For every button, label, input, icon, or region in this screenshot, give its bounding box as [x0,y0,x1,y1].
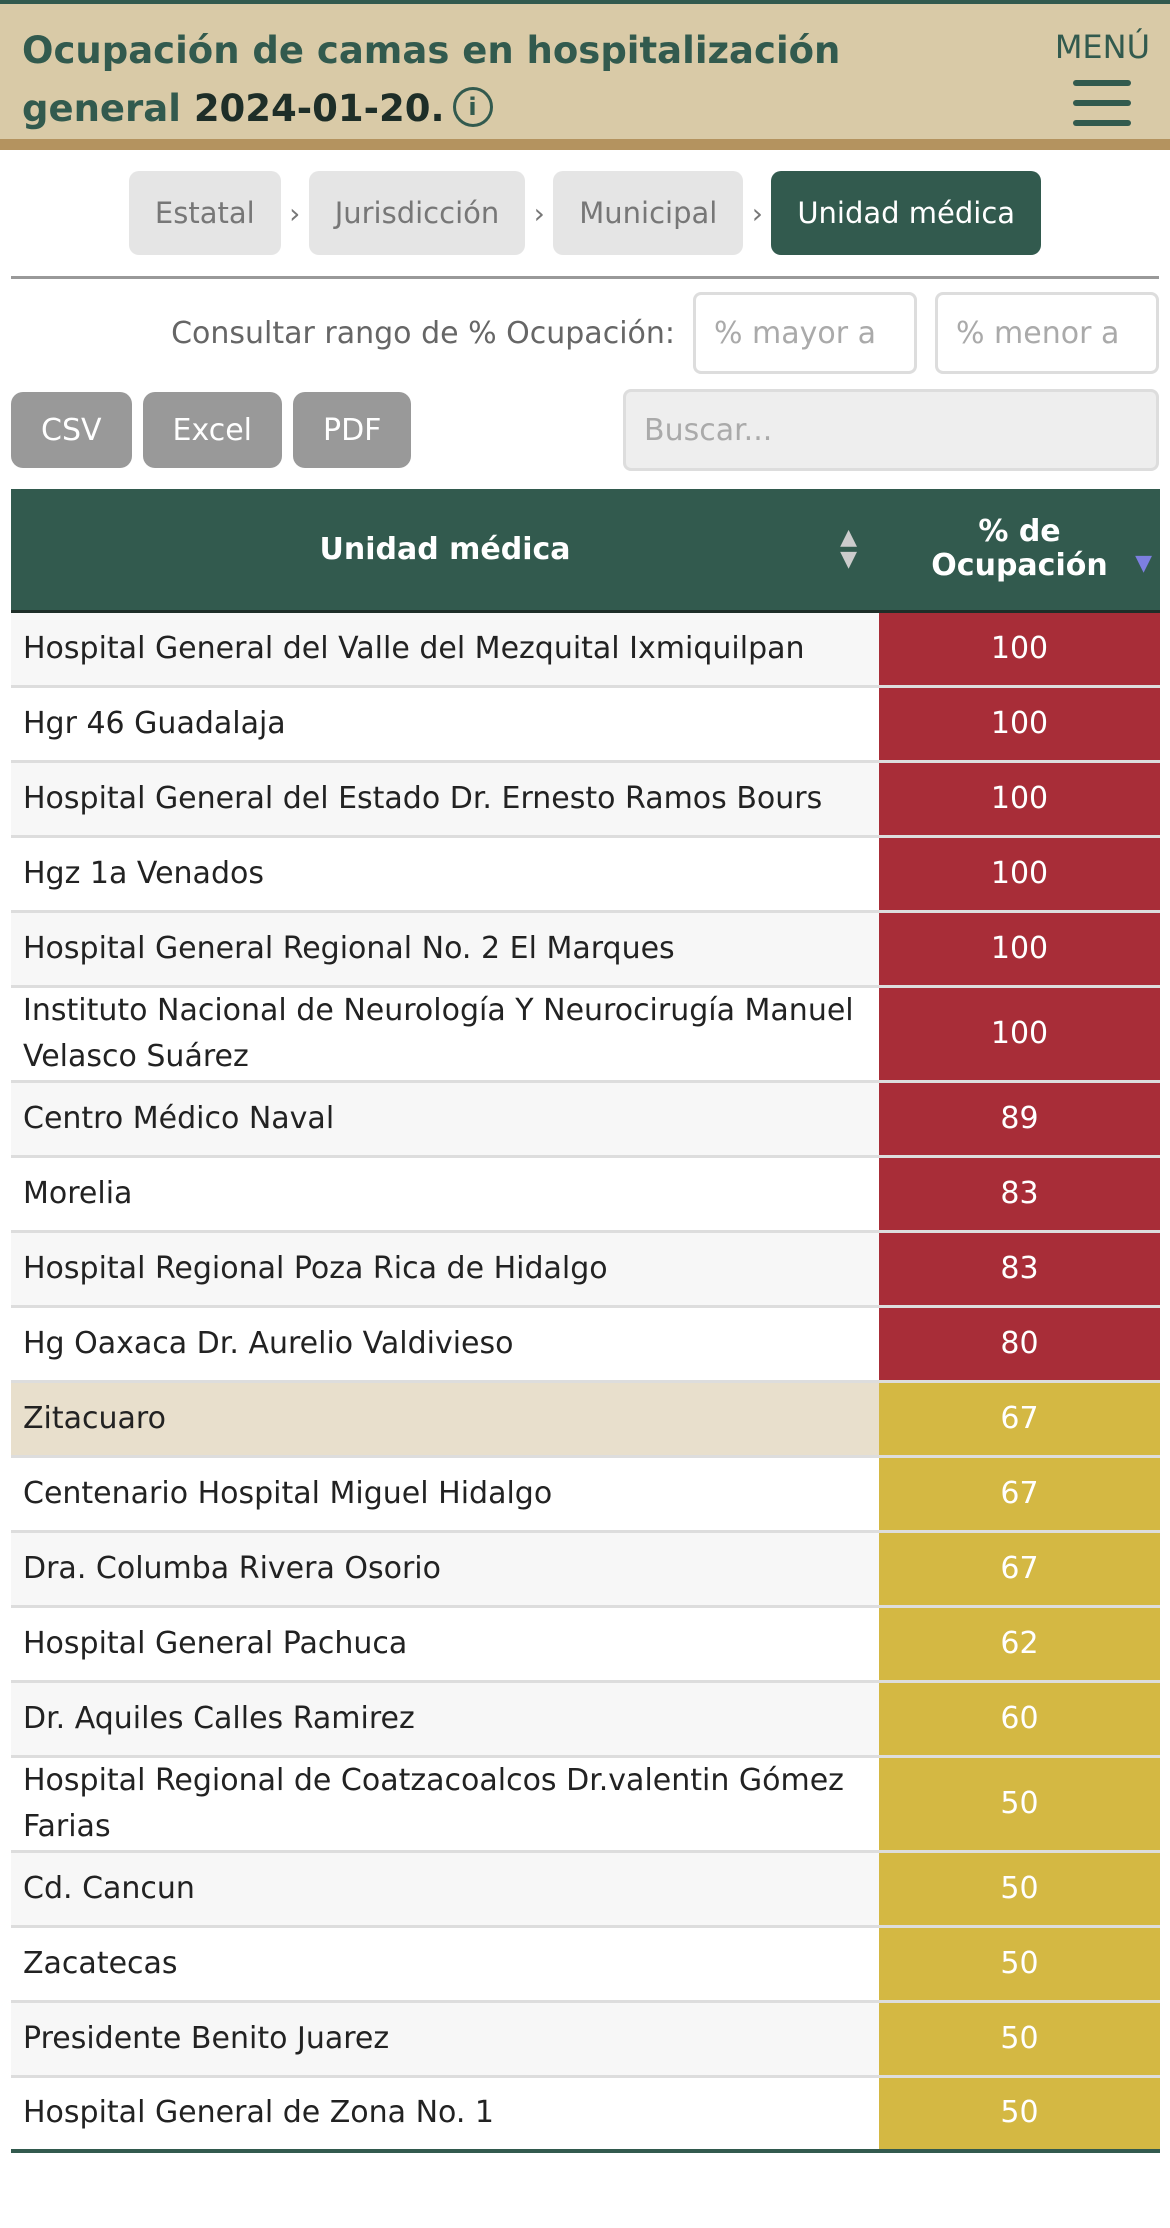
unit-name: Dr. Aquiles Calles Ramirez [11,1679,879,1756]
breadcrumb-estatal[interactable]: Estatal [128,171,281,255]
occupancy-percent: 83 [879,1229,1160,1306]
hamburger-icon [1073,80,1132,126]
occupancy-percent: 67 [879,1529,1160,1606]
pdf-button[interactable]: PDF [292,392,412,468]
unit-name: Zacatecas [11,1924,879,2001]
chevron-right-icon: › [751,196,763,230]
unit-name: Hgz 1a Venados [11,834,879,911]
chevron-right-icon: › [533,196,545,230]
table-row[interactable]: Hospital Regional de Coatzacoalcos Dr.va… [11,1754,1160,1851]
range-filter: Consultar rango de % Ocupación: [11,292,1159,374]
occupancy-percent: 80 [879,1304,1160,1381]
unit-name: Hospital General del Valle del Mezquital… [11,609,879,686]
table-header-row: Unidad médica ▲ ▼ % de Ocupación ▼ [11,489,1160,613]
occupancy-percent: 50 [879,1999,1160,2076]
min-percent-input[interactable] [693,292,917,374]
divider [11,276,1159,279]
occupancy-percent: 100 [879,984,1160,1081]
page-header: Ocupación de camas en hospitalización ge… [0,4,1170,150]
occupancy-percent: 100 [879,684,1160,761]
occupancy-percent: 50 [879,2074,1160,2151]
unit-name: Hg Oaxaca Dr. Aurelio Valdivieso [11,1304,879,1381]
table-row[interactable]: Dra. Columba Rivera Osorio 67 [11,1529,1160,1606]
table-row[interactable]: Hg Oaxaca Dr. Aurelio Valdivieso 80 [11,1304,1160,1381]
table-row[interactable]: Hospital General Regional No. 2 El Marqu… [11,909,1160,986]
column-header-unidad-medica[interactable]: Unidad médica ▲ ▼ [11,489,879,613]
menu-label: MENÚ [1054,28,1150,66]
chevron-right-icon: › [289,196,301,230]
unit-name: Instituto Nacional de Neurología Y Neuro… [11,984,879,1081]
search-input[interactable] [623,389,1159,471]
occupancy-percent: 60 [879,1679,1160,1756]
csv-button[interactable]: CSV [11,392,132,468]
table-row[interactable]: Centenario Hospital Miguel Hidalgo 67 [11,1454,1160,1531]
occupancy-percent: 100 [879,834,1160,911]
table-row[interactable]: Instituto Nacional de Neurología Y Neuro… [11,984,1160,1081]
occupancy-table: Unidad médica ▲ ▼ % de Ocupación ▼ Hospital… [11,489,1160,2153]
table-row[interactable]: Centro Médico Naval 89 [11,1079,1160,1156]
unit-name: Cd. Cancun [11,1849,879,1926]
unit-name: Hospital Regional Poza Rica de Hidalgo [11,1229,879,1306]
occupancy-percent: 100 [879,759,1160,836]
unit-name: Hospital General de Zona No. 1 [11,2074,879,2151]
unit-name: Hospital Regional de Coatzacoalcos Dr.va… [11,1754,879,1851]
table-row[interactable]: Zitacuaro 67 [11,1379,1160,1456]
unit-name: Hospital General Regional No. 2 El Marqu… [11,909,879,986]
table-row[interactable]: Hospital General Pachuca 62 [11,1604,1160,1681]
table-row[interactable]: Hospital General de Zona No. 1 50 [11,2074,1160,2151]
table-row[interactable]: Morelia 83 [11,1154,1160,1231]
occupancy-percent: 62 [879,1604,1160,1681]
info-circle-icon[interactable]: i [452,87,493,127]
excel-button[interactable]: Excel [142,392,282,468]
breadcrumb-jurisdiccion[interactable]: Jurisdicción [308,171,526,255]
table-row[interactable]: Cd. Cancun 50 [11,1849,1160,1926]
unit-name: Hospital General del Estado Dr. Ernesto … [11,759,879,836]
unit-name: Centro Médico Naval [11,1079,879,1156]
unit-name: Morelia [11,1154,879,1231]
table-row[interactable]: Hospital General del Estado Dr. Ernesto … [11,759,1160,836]
max-percent-input[interactable] [935,292,1159,374]
occupancy-percent: 89 [879,1079,1160,1156]
menu-button[interactable]: MENÚ [1055,28,1150,140]
occupancy-percent: 50 [879,1924,1160,2001]
column-label: % de Ocupación [931,514,1108,584]
occupancy-percent: 50 [879,1754,1160,1851]
report-date: 2024-01-20. [193,87,445,130]
table-row[interactable]: Hgz 1a Venados 100 [11,834,1160,911]
breadcrumb: Estatal › Jurisdicción › Municipal › Uni… [0,171,1170,255]
unit-name: Zitacuaro [11,1379,879,1456]
title-text: Ocupación de camas en hospitalización ge… [22,29,841,130]
unit-name: Centenario Hospital Miguel Hidalgo [11,1454,879,1531]
column-header-ocupacion[interactable]: % de Ocupación ▼ [879,489,1160,613]
occupancy-percent: 67 [879,1454,1160,1531]
table-row[interactable]: Presidente Benito Juarez 50 [11,1999,1160,2076]
table-row[interactable]: Hgr 46 Guadalaja 100 [11,684,1160,761]
table-row[interactable]: Hospital Regional Poza Rica de Hidalgo 83 [11,1229,1160,1306]
unit-name: Hospital General Pachuca [11,1604,879,1681]
occupancy-percent: 100 [879,909,1160,986]
breadcrumb-unidad-medica[interactable]: Unidad médica [771,171,1042,255]
unit-name: Dra. Columba Rivera Osorio [11,1529,879,1606]
table-row[interactable]: Hospital General del Valle del Mezquital… [11,609,1160,686]
top-accent-line [0,0,1170,4]
toolbar: CSV Excel PDF [11,389,1159,471]
occupancy-percent: 50 [879,1849,1160,1926]
column-label: Unidad médica [319,531,571,567]
breadcrumb-municipal[interactable]: Municipal [553,171,744,255]
occupancy-percent: 67 [879,1379,1160,1456]
occupancy-percent: 100 [879,609,1160,686]
sort-desc-icon: ▼ [1135,551,1152,576]
unit-name: Presidente Benito Juarez [11,1999,879,2076]
table-row[interactable]: Dr. Aquiles Calles Ramirez 60 [11,1679,1160,1756]
page-title: Ocupación de camas en hospitalización ge… [22,22,882,138]
occupancy-percent: 83 [879,1154,1160,1231]
range-label: Consultar rango de % Ocupación: [171,315,675,351]
unit-name: Hgr 46 Guadalaja [11,684,879,761]
table-row[interactable]: Zacatecas 50 [11,1924,1160,2001]
sort-icon: ▲ ▼ [840,525,857,572]
